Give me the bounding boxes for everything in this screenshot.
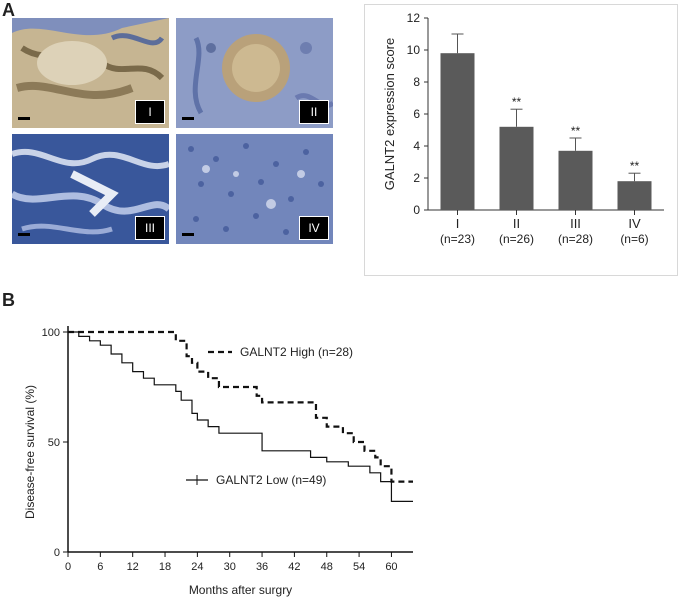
y-tick-label: 0 <box>413 203 420 217</box>
stage-tag: II <box>299 100 329 124</box>
x-tick-label: III <box>570 216 581 231</box>
y-tick-label: 12 <box>407 11 421 25</box>
bar <box>499 126 534 210</box>
x-tick-label: 6 <box>97 561 103 573</box>
y-tick-label: 8 <box>413 75 420 89</box>
scale-bar <box>18 117 30 120</box>
stage-tag: III <box>135 216 165 240</box>
significance-marker: ** <box>630 159 640 173</box>
x-tick-label: 12 <box>127 561 139 573</box>
y-axis-label: GALNT2 expression score <box>382 38 397 190</box>
category-count: (n=28) <box>558 232 593 246</box>
scale-bar <box>182 233 194 236</box>
x-tick-label: 54 <box>353 561 365 573</box>
panel-label-b: B <box>2 290 15 310</box>
legend-label-high: GALNT2 High (n=28) <box>240 345 353 359</box>
x-tick-label: IV <box>628 216 641 231</box>
stage-tag: IV <box>299 216 329 240</box>
micrograph-stage-2: II <box>176 18 333 128</box>
y-tick-label: 2 <box>413 171 420 185</box>
legend-label-low: GALNT2 Low (n=49) <box>216 473 326 487</box>
y-tick-label: 50 <box>48 437 60 449</box>
stage-tag: I <box>135 100 165 124</box>
micrograph-stage-1: I <box>12 18 169 128</box>
scale-bar <box>18 233 30 236</box>
x-tick-label: 60 <box>385 561 397 573</box>
micrograph-stage-3: III <box>12 134 169 244</box>
y-tick-label: 100 <box>42 327 60 339</box>
x-tick-label: II <box>513 216 520 231</box>
low-survival-curve <box>68 331 413 502</box>
x-tick-label: 36 <box>256 561 268 573</box>
bar-chart: 0 2 4 6 8 10 12 GALNT2 expression score I(n=23) *… <box>382 11 664 246</box>
x-tick-label: 0 <box>65 561 71 573</box>
scale-bar <box>182 117 194 120</box>
significance-marker: ** <box>512 95 522 109</box>
x-tick-label: 48 <box>321 561 333 573</box>
y-tick-label: 10 <box>407 43 421 57</box>
x-tick-label: 18 <box>159 561 171 573</box>
bar <box>440 53 475 211</box>
category-count: (n=23) <box>440 232 475 246</box>
bar-chart-frame <box>364 4 678 276</box>
significance-marker: ** <box>571 124 581 138</box>
y-tick-label: 6 <box>413 107 420 121</box>
high-survival-curve <box>68 330 413 483</box>
y-tick-label: 4 <box>413 139 420 153</box>
survival-chart: 0 50 100 0 6 12 18 24 30 36 42 48 54 60 Months after s… <box>23 326 413 597</box>
bar <box>617 181 652 210</box>
y-axis-label: Disease-free survival (%) <box>23 385 37 519</box>
x-axis-label: Months after surgry <box>189 583 292 597</box>
x-tick-label: I <box>456 216 460 231</box>
bar <box>558 150 593 210</box>
category-count: (n=26) <box>499 232 534 246</box>
x-tick-label: 42 <box>288 561 300 573</box>
x-tick-label: 24 <box>191 561 203 573</box>
category-count: (n=6) <box>620 232 648 246</box>
micrograph-image <box>12 134 169 244</box>
micrograph-stage-4: IV <box>176 134 333 244</box>
y-tick-label: 0 <box>54 547 60 559</box>
panel-label-a: A <box>2 0 15 20</box>
x-tick-label: 30 <box>224 561 236 573</box>
